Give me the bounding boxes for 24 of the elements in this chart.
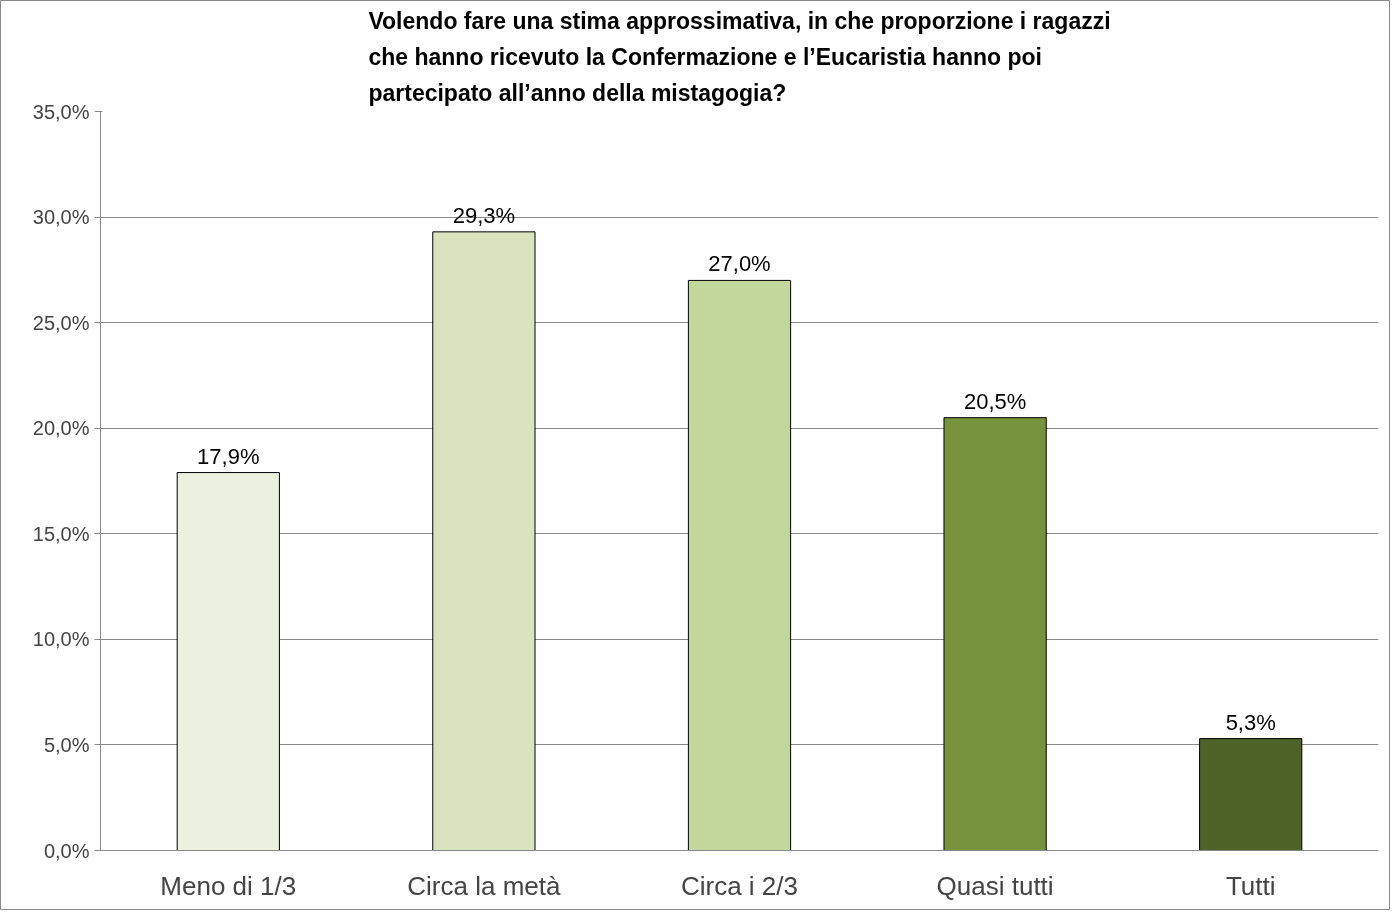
chart-title: Volendo fare una stima approssimativa, in che proporzione i ragazzi che hanno ricevuto la Confermazione e l’Eucaristia hanno poi partecipato all’anno della mistagogia? <box>368 7 1111 107</box>
y-tick-label: 30,0% <box>32 206 90 229</box>
y-tick-label: 35,0% <box>32 100 90 123</box>
y-tick-label: 10,0% <box>32 628 90 651</box>
data-label: 27,0% <box>708 251 771 277</box>
x-tick-label: Tutti <box>1225 870 1276 901</box>
y-tick-label: 25,0% <box>32 311 90 334</box>
y-tick-label: 20,0% <box>32 417 90 440</box>
x-tick-label: Circa i 2/3 <box>680 870 799 901</box>
data-label: 29,3% <box>452 202 516 228</box>
data-label: 5,3% <box>1225 709 1276 735</box>
bar <box>1199 738 1303 851</box>
y-tick-label: 15,0% <box>32 522 90 545</box>
x-tick-label: Meno di 1/3 <box>160 870 297 901</box>
data-label: 17,9% <box>197 443 260 469</box>
x-tick-label: Quasi tutti <box>936 870 1054 901</box>
bar <box>687 279 792 851</box>
data-label: 20,5% <box>963 388 1027 414</box>
bar <box>432 231 536 851</box>
bar <box>943 417 1047 851</box>
x-tick-label: Circa la metà <box>407 870 562 901</box>
bar <box>176 472 280 851</box>
y-tick-label: 5,0% <box>43 733 90 756</box>
y-tick-label: 0,0% <box>43 839 90 862</box>
